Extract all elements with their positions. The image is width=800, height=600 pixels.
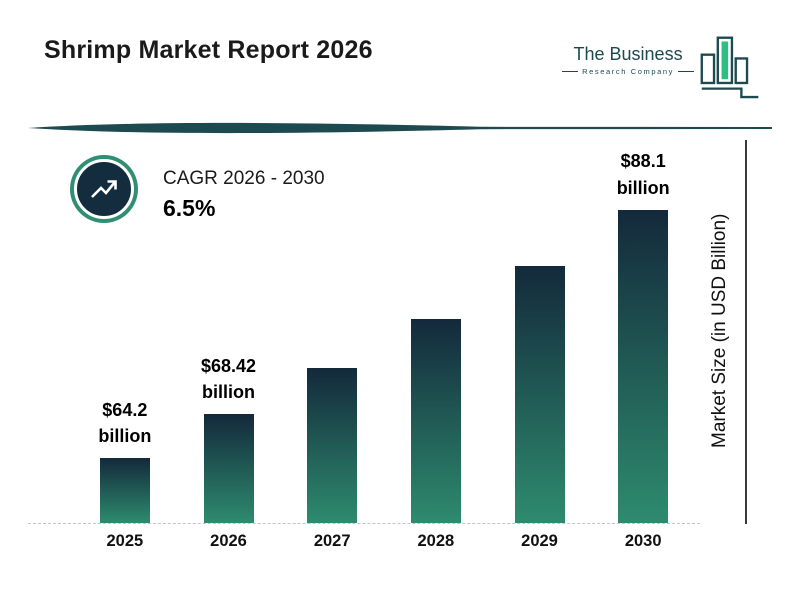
cagr-badge: [70, 155, 138, 223]
bar-column-2030: $88.1 billion: [591, 138, 695, 523]
bar-column-2029: [488, 138, 592, 523]
y-axis-label: Market Size (in USD Billion): [709, 213, 730, 449]
trend-up-icon: [91, 180, 117, 198]
bar-2029: [514, 265, 565, 523]
x-axis-labels: 2025 2026 2027 2028 2029 2030: [28, 532, 700, 551]
chart-bars: $64.2 billion $68.42 billion $88.1 billion: [28, 138, 700, 524]
x-axis-label-2025: 2025: [106, 532, 144, 550]
bar-column-2025: $64.2 billion: [73, 138, 177, 523]
bar-value-label-2030: $88.1 billion: [616, 151, 670, 198]
x-axis-label-2030: 2030: [624, 532, 662, 550]
bar-2026: [203, 414, 254, 523]
x-axis-label-2028: 2028: [417, 532, 455, 550]
bar-column-2027: [280, 138, 384, 523]
x-axis-label-2026: 2026: [210, 532, 247, 550]
bar-column-2028: [384, 138, 488, 523]
cagr-value: 6.5%: [163, 195, 216, 221]
y-axis-line: [745, 140, 747, 524]
x-axis-label-2027: 2027: [313, 532, 351, 550]
logo-bars-icon: [700, 36, 759, 99]
bar-2025: [99, 458, 150, 523]
bar-2028: [410, 318, 461, 523]
bar-2030: [618, 209, 669, 523]
logo-rule-left: [562, 71, 579, 72]
logo-subtitle: Research Company: [582, 67, 674, 76]
logo-text: The Business Research Company: [562, 44, 694, 76]
bar-value-label-2026: $68.42 billion: [200, 356, 257, 403]
cagr-label: CAGR 2026 - 2030: [163, 168, 325, 189]
logo-subtitle-row: Research Company: [562, 67, 694, 76]
divider-line: [28, 122, 772, 134]
logo-name: The Business: [573, 44, 683, 64]
logo-rule-right: [678, 71, 694, 72]
cagr-text-block: CAGR 2026 - 2030 6.5%: [163, 168, 325, 222]
x-axis-label-2029: 2029: [521, 532, 558, 550]
company-logo: The Business Research Company: [562, 30, 764, 102]
bar-2027: [307, 367, 358, 523]
page-title: Shrimp Market Report 2026: [44, 36, 373, 64]
bar-value-label-2025: $64.2 billion: [98, 400, 152, 447]
cagr-badge-inner: [74, 159, 134, 219]
bar-column-2026: $68.42 billion: [177, 138, 281, 523]
